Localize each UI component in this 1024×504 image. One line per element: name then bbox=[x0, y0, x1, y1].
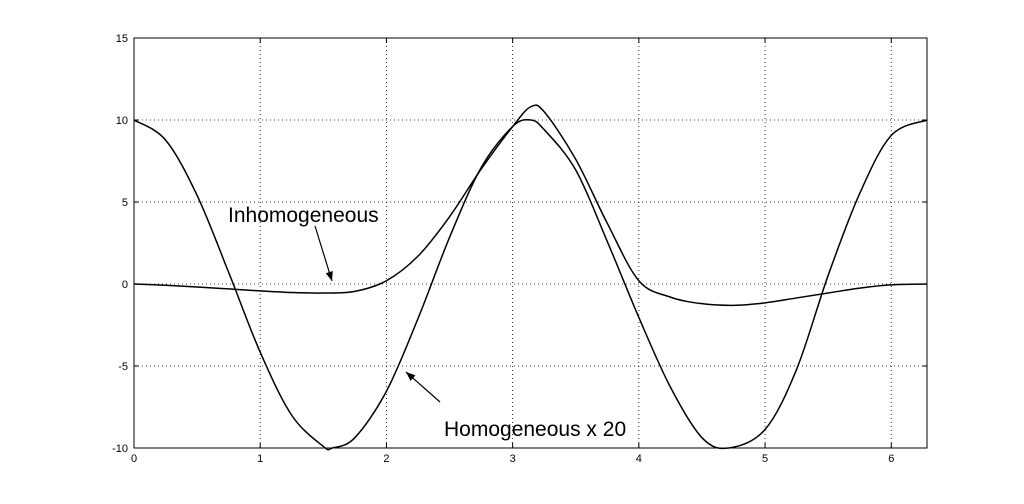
annotation-layer: Inhomogeneous Homogeneous x 20 bbox=[228, 204, 626, 441]
series-line-inhomogeneous bbox=[133, 104, 928, 307]
axes-layer bbox=[133, 37, 928, 449]
axes-frame bbox=[133, 37, 928, 449]
y-tick-label: -5 bbox=[118, 361, 128, 373]
annotation-arrow-inhomogeneous-head bbox=[325, 271, 333, 281]
annotation-inhomogeneous: Inhomogeneous bbox=[228, 204, 379, 227]
annotation-homogeneous: Homogeneous x 20 bbox=[444, 418, 626, 441]
series-layer bbox=[133, 104, 928, 451]
x-tick-label: 0 bbox=[131, 453, 137, 465]
y-tick-label: -10 bbox=[112, 443, 128, 455]
annotation-arrow-inhomogeneous bbox=[314, 225, 333, 282]
y-tick-label: 10 bbox=[116, 115, 128, 127]
plot-background bbox=[134, 38, 927, 448]
series-line-homogeneous bbox=[133, 118, 928, 451]
y-tick-label: 5 bbox=[122, 197, 128, 209]
x-tick-label: 1 bbox=[257, 453, 263, 465]
x-tick-label: 2 bbox=[383, 453, 389, 465]
tick-labels: 0 1 2 3 4 5 6 15 10 5 0 -5 -10 bbox=[112, 33, 894, 465]
annotation-arrow-homogeneous-head bbox=[406, 372, 416, 381]
x-tick-label: 6 bbox=[888, 453, 894, 465]
x-tick-label: 3 bbox=[510, 453, 516, 465]
y-tick-label: 0 bbox=[122, 279, 128, 291]
x-tick-label: 4 bbox=[636, 453, 642, 465]
x-tick-label: 5 bbox=[762, 453, 768, 465]
y-tick-label: 15 bbox=[116, 33, 128, 45]
